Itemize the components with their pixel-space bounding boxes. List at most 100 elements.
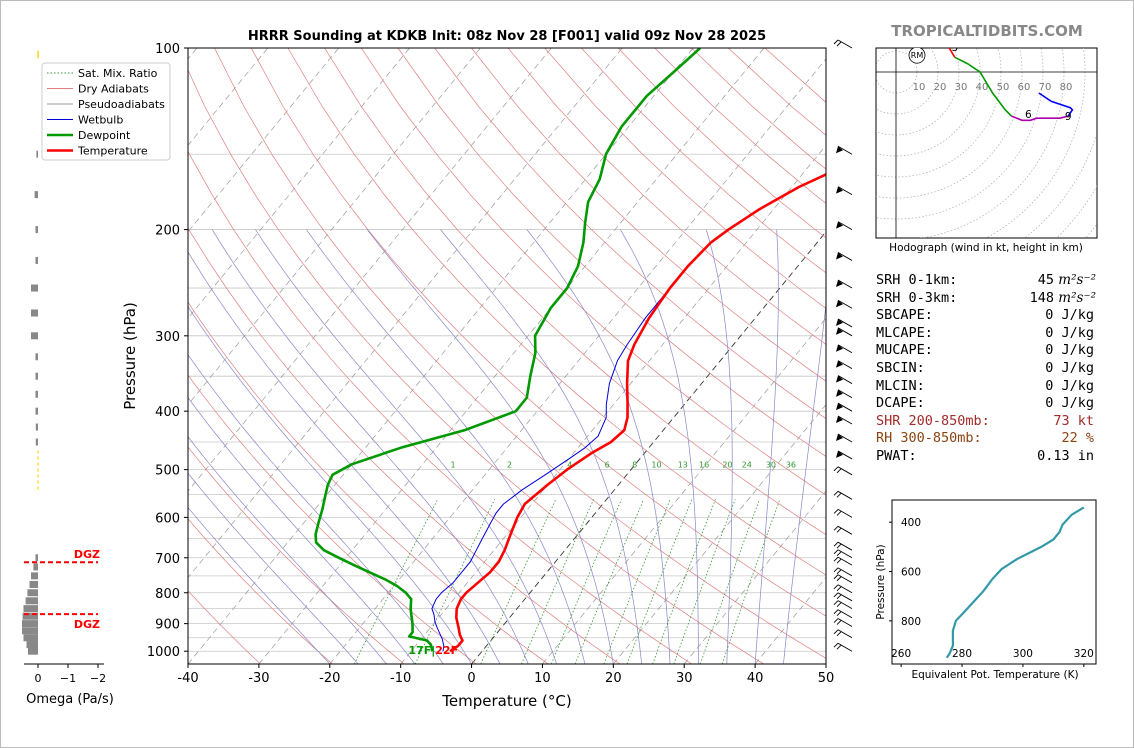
hodograph-caption: Hodograph (wind in kt, height in km) — [889, 242, 1083, 254]
omega-bar — [35, 554, 38, 562]
isotherm-line — [188, 48, 410, 319]
chart-title: HRRR Sounding at KDKB Init: 08z Nov 28 [… — [248, 29, 766, 44]
barb-feather — [836, 527, 842, 533]
x-tick-label: 30 — [676, 671, 693, 686]
barb-flag — [836, 318, 843, 326]
mixing-ratio-line — [673, 499, 736, 664]
parameter-number: 0 J/kg — [1045, 324, 1094, 341]
pseudoadiabat-line — [367, 229, 614, 664]
mixing-ratio-label: 4 — [567, 461, 572, 470]
parameter-value: 0 J/kg — [1045, 342, 1094, 360]
barb-staff — [837, 450, 853, 460]
parameter-table: SRH 0-1km: 45 m²s⁻² SRH 0-3km: 148 m²s⁻² SBC… — [876, 272, 1106, 466]
hodograph-ring-label: 40 — [976, 82, 989, 93]
wind-barb — [833, 592, 853, 602]
dry-adiabat-line — [188, 150, 692, 664]
mixing-ratio-line — [699, 499, 760, 664]
pseudoadiabat-line — [188, 354, 444, 664]
theta-e-chart: 260 280 300 320 400 600 800 — [889, 499, 1097, 667]
mixing-ratio-label: 1 — [451, 461, 456, 470]
dry-adiabat-line — [544, 48, 826, 309]
theta-e-line — [945, 506, 1085, 659]
legend-label: Dry Adiabats — [78, 83, 149, 96]
barb-staff — [837, 145, 853, 155]
parameter-label: SBCAPE: — [876, 307, 933, 324]
barb-staff — [837, 252, 853, 261]
wind-barb — [833, 509, 853, 518]
barb-flag — [836, 360, 843, 368]
omega-bar — [31, 284, 38, 292]
barb-flag — [836, 434, 843, 442]
legend-box — [41, 62, 171, 161]
dry-adiabat-line — [188, 590, 261, 664]
isotherm-line — [683, 490, 826, 664]
barb-staff — [837, 221, 853, 230]
barb-flag — [836, 186, 843, 194]
barb-staff — [837, 584, 853, 594]
wind-barb — [836, 375, 853, 384]
parameter-number: 0 J/kg — [1045, 395, 1094, 412]
parameter-label: SRH 0-1km: — [876, 272, 958, 288]
barb-staff — [837, 299, 853, 309]
barb-flag — [836, 300, 843, 308]
isotherm-line — [188, 48, 339, 233]
legend-label: Pseudoadiabats — [78, 98, 165, 111]
parameter-row: SBCAPE: 0 J/kg — [876, 307, 1106, 325]
omega-bar — [23, 605, 38, 613]
x-tick-label: 50 — [818, 671, 835, 686]
wind-barb — [833, 549, 853, 559]
barb-feather — [833, 541, 839, 547]
barb-flag — [836, 146, 843, 154]
x-tick-label: -30 — [248, 671, 269, 686]
pseudoadiabat-line — [188, 472, 359, 664]
pseudoadiabat-line — [306, 229, 586, 664]
theta-y-tick-label: 400 — [901, 517, 921, 529]
parameter-label: MLCIN: — [876, 377, 925, 394]
hodograph-ring-label: 20 — [934, 82, 947, 93]
theta-x-tick-label: 280 — [952, 648, 972, 660]
y-tick-label: 100 — [155, 42, 180, 57]
barb-feather — [836, 631, 842, 637]
parameter-row: RH 300-850mb: 22 % — [876, 430, 1106, 448]
omega-bar — [36, 150, 38, 158]
dry-adiabat-line — [397, 48, 826, 457]
barb-feather — [833, 592, 839, 598]
omega-bar — [22, 612, 38, 620]
theta-ylabel: Pressure (hPa) — [875, 544, 887, 619]
temperature-line — [449, 173, 826, 653]
barb-staff — [837, 402, 853, 412]
mixing-ratio-label: 13 — [678, 461, 688, 470]
y-tick-label: 700 — [155, 552, 180, 567]
omega-bar — [35, 438, 38, 446]
barb-feather — [833, 609, 839, 615]
barb-feather — [833, 574, 839, 580]
omega-bar — [22, 620, 38, 628]
parameter-row: SRH 0-3km: 148 m²s⁻² — [876, 290, 1106, 308]
omega-bar — [28, 647, 38, 655]
pseudoadiabat-line — [754, 229, 779, 664]
wind-barb — [833, 556, 853, 566]
surface-dewpoint: 17F — [408, 644, 431, 657]
wind-barbs — [833, 39, 853, 652]
barb-staff — [837, 466, 853, 476]
pseudoadiabat-line — [188, 506, 331, 664]
dry-adiabat-line — [188, 301, 549, 664]
barb-flag — [836, 252, 843, 260]
barb-staff — [837, 318, 853, 328]
barb-feather — [833, 584, 839, 590]
pseudoadiabat-line — [211, 229, 529, 664]
wind-barb — [833, 525, 853, 535]
omega-bar — [22, 627, 38, 635]
omega-bar — [25, 597, 38, 605]
hodograph-trace — [1038, 92, 1074, 117]
surface-sep: | — [431, 644, 435, 657]
pseudoadiabat-line — [255, 229, 557, 664]
mixing-ratio-line — [574, 499, 645, 664]
wind-barb — [833, 584, 853, 594]
barb-feather — [833, 629, 839, 635]
wind-barb — [836, 389, 853, 399]
omega-bar — [23, 634, 38, 642]
barb-feather — [833, 618, 839, 623]
isotherm-line — [329, 58, 826, 664]
